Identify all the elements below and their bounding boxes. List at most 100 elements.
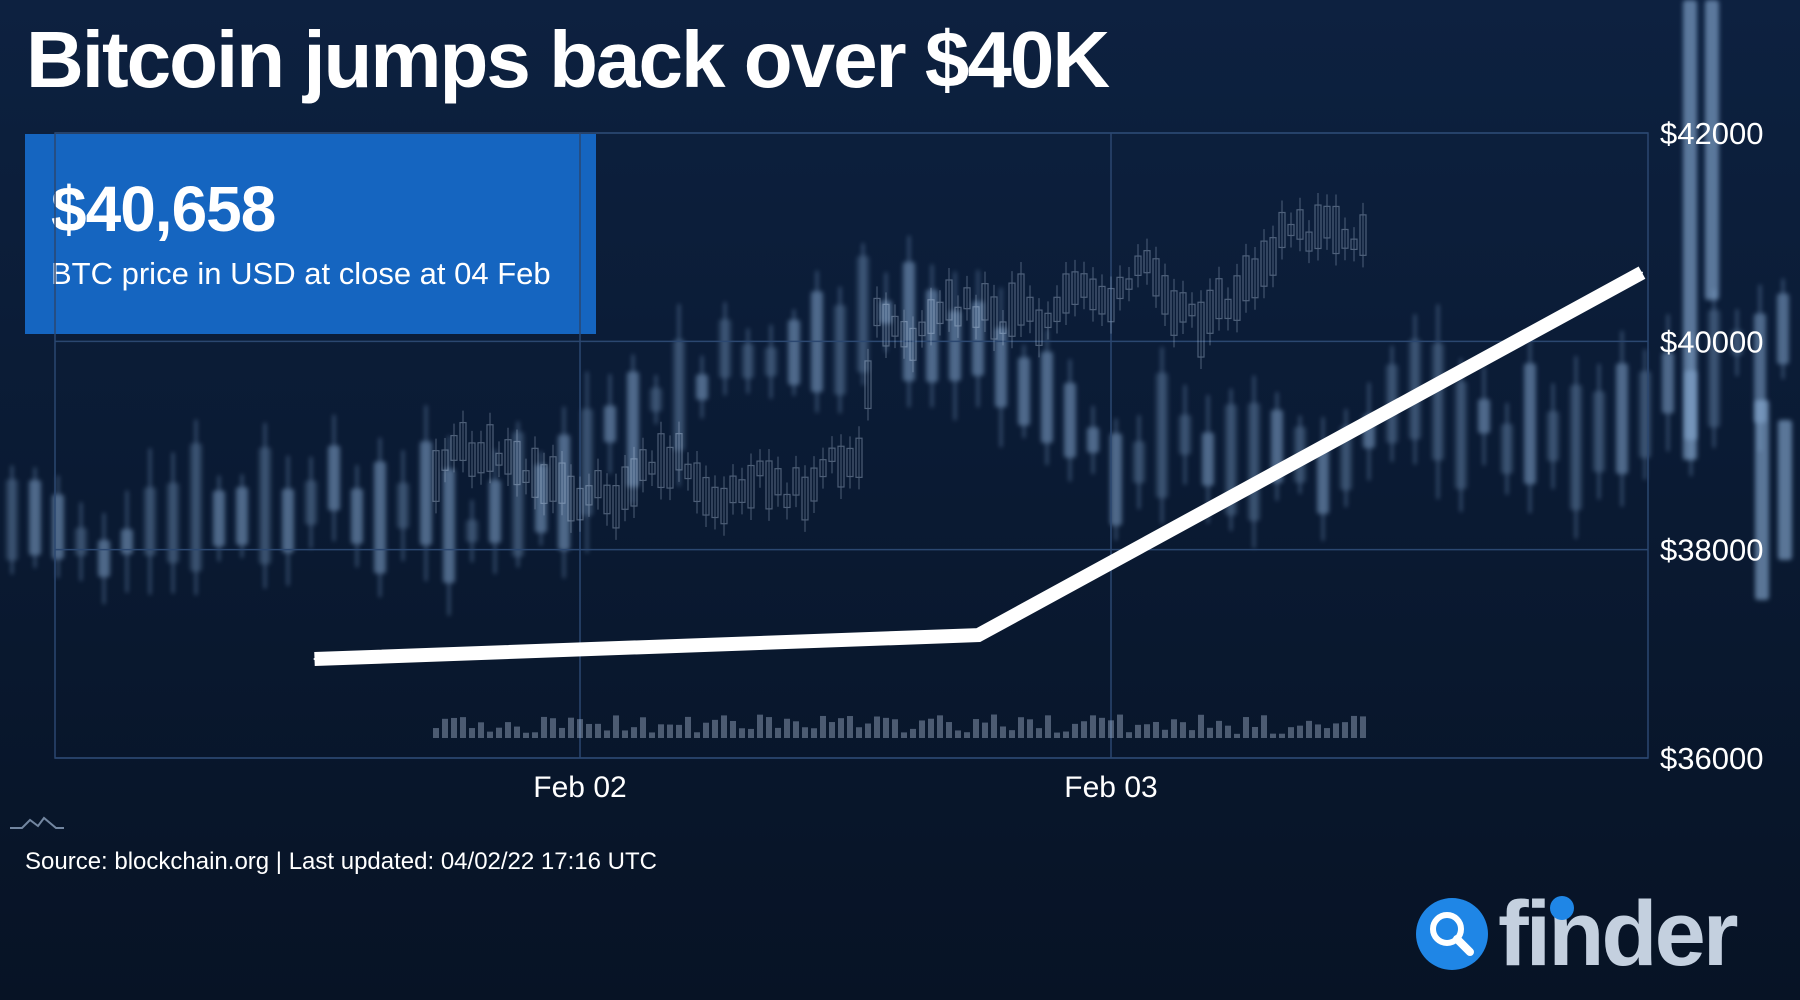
inner-candle <box>1323 205 1331 239</box>
inner-volume-bar <box>1252 726 1258 738</box>
background-candle <box>1662 314 1674 452</box>
inner-candle <box>828 447 836 462</box>
background-candle <box>719 302 731 396</box>
background-candle <box>328 414 340 542</box>
background-candle <box>305 456 317 549</box>
inner-volume-bar <box>1144 724 1150 738</box>
inner-volume-bar <box>892 719 898 738</box>
inner-candle <box>738 479 746 504</box>
inner-candle <box>432 450 440 502</box>
inner-candles <box>432 193 1367 738</box>
y-tick-label: $42000 <box>1660 116 1763 151</box>
inner-candle <box>936 301 944 325</box>
inner-volume-bar <box>793 721 799 738</box>
inner-volume-bar <box>703 722 709 738</box>
inner-volume-bar <box>685 716 691 738</box>
inner-volume-bar <box>1207 727 1213 738</box>
inner-volume-bar <box>532 732 538 738</box>
inner-volume-bar <box>739 728 745 738</box>
inner-volume-bar <box>1261 715 1267 738</box>
background-candle <box>75 502 87 581</box>
inner-volume-bar <box>469 728 475 738</box>
inner-candle <box>810 467 818 502</box>
inner-volume-bar <box>1000 726 1006 738</box>
inner-candle <box>1296 209 1304 240</box>
background-candle <box>282 455 294 586</box>
inner-candle <box>1134 255 1142 277</box>
chart-grid <box>54 132 1649 759</box>
background-candle <box>857 243 869 386</box>
inner-volume-bar <box>775 727 781 738</box>
inner-candle <box>954 306 962 327</box>
inner-candle <box>540 464 548 504</box>
inner-volume-bar <box>514 726 520 738</box>
inner-candle <box>1026 296 1034 322</box>
inner-volume-bar <box>1333 723 1339 738</box>
inner-volume-bar <box>1063 731 1069 738</box>
background-candle <box>1616 331 1628 507</box>
background-candle <box>167 452 179 594</box>
background-candle <box>213 475 225 562</box>
inner-candle <box>693 462 701 503</box>
inner-volume-bar <box>730 720 736 738</box>
inner-candle <box>576 487 584 521</box>
inner-candle <box>837 445 845 488</box>
inner-candle <box>1287 223 1295 237</box>
inner-candle <box>756 460 764 477</box>
inner-volume-bar <box>721 715 727 738</box>
inner-volume-bar <box>955 730 961 738</box>
background-candle <box>489 449 501 574</box>
price-value: $40,658 <box>51 173 276 245</box>
inner-volume-bar <box>1225 725 1231 738</box>
inner-volume-bar <box>604 730 610 738</box>
inner-candle <box>1251 258 1259 299</box>
inner-volume-bar <box>901 732 907 738</box>
inner-candle <box>1080 273 1088 298</box>
inner-candle <box>675 433 683 471</box>
inner-volume-bar <box>1090 715 1096 738</box>
inner-candle <box>945 279 953 321</box>
inner-candle <box>1143 250 1151 274</box>
background-candle <box>1570 356 1582 539</box>
inner-candle <box>1179 292 1187 323</box>
inner-candle <box>819 459 827 478</box>
inner-candle <box>1206 289 1214 334</box>
inner-volume-bar <box>1018 717 1024 738</box>
background-candle <box>1593 364 1605 500</box>
inner-candle <box>1125 278 1133 290</box>
inner-volume-bar <box>595 723 601 738</box>
inner-candle <box>1161 275 1169 315</box>
background-candle <box>1018 345 1030 438</box>
inner-candle <box>657 433 665 489</box>
inner-candle <box>621 466 629 510</box>
inner-volume-bar <box>1009 730 1015 738</box>
inner-candle <box>900 320 908 348</box>
background-candle <box>995 287 1007 448</box>
plot-frame <box>54 132 1649 759</box>
inner-volume-bar <box>505 722 511 738</box>
background-candle <box>1705 0 1719 300</box>
background-candle <box>788 309 800 396</box>
background-candle <box>374 437 386 598</box>
inner-candle <box>1053 296 1061 323</box>
inner-volume-bar <box>784 718 790 738</box>
inner-candle <box>846 447 854 478</box>
inner-volume-bar <box>460 717 466 738</box>
inner-candle <box>594 470 602 499</box>
inner-volume-bar <box>1324 728 1330 738</box>
price-caption: BTC price in USD at close at 04 Feb <box>51 256 551 291</box>
inner-volume-bar <box>577 719 583 738</box>
background-candle <box>1683 0 1697 460</box>
background-candle <box>420 405 432 582</box>
inner-volume-bar <box>496 727 502 738</box>
inner-candle <box>792 467 800 496</box>
inner-volume-bar <box>1081 721 1087 738</box>
inner-volume-bar <box>1189 730 1195 738</box>
inner-volume-bar <box>586 723 592 738</box>
inner-candle <box>1098 285 1106 315</box>
inner-candle <box>1224 298 1232 320</box>
background-candle <box>6 465 18 575</box>
inner-candle <box>504 439 512 475</box>
background-candle <box>972 270 984 408</box>
